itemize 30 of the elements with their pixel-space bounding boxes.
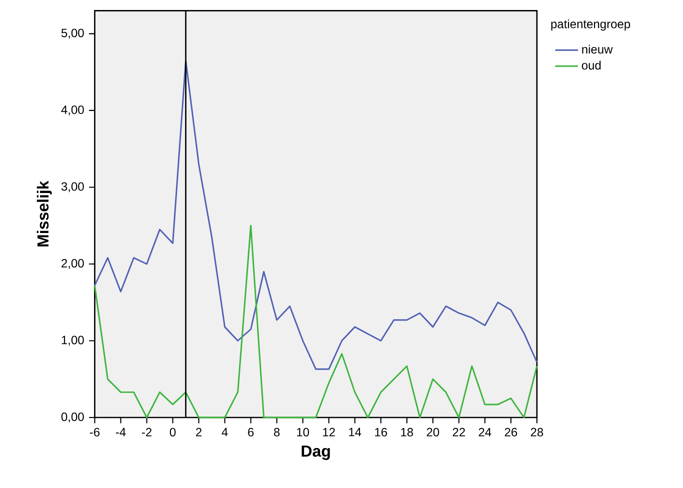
y-axis-title: Misselijk bbox=[36, 180, 52, 246]
x-tick-label: 2 bbox=[196, 428, 202, 436]
x-tick-label: 8 bbox=[274, 428, 280, 436]
x-tick-label: 12 bbox=[323, 428, 335, 436]
legend-label: oud bbox=[582, 60, 601, 70]
x-tick-label: 26 bbox=[504, 428, 518, 436]
x-tick-label: 28 bbox=[530, 428, 544, 436]
x-tick-label: 14 bbox=[349, 428, 362, 436]
x-tick-label: 18 bbox=[401, 428, 414, 436]
y-tick-label: 5,00 bbox=[61, 28, 84, 39]
x-tick-label: 0 bbox=[170, 428, 176, 436]
y-tick-label: 1,00 bbox=[62, 336, 84, 346]
x-tick-label: 6 bbox=[248, 428, 254, 436]
legend-label: nieuw bbox=[582, 44, 613, 54]
x-tick-label: 20 bbox=[426, 428, 440, 436]
x-axis-title: Dag bbox=[302, 445, 330, 460]
x-tick-label: 24 bbox=[478, 428, 492, 436]
x-tick-label: -6 bbox=[90, 428, 100, 436]
y-tick-label: 0,00 bbox=[61, 412, 84, 422]
legend-title: patientengroep bbox=[551, 19, 630, 31]
x-tick-label: 10 bbox=[297, 428, 310, 436]
y-tick-label: 4,00 bbox=[61, 105, 84, 116]
y-tick-label: 2,00 bbox=[62, 258, 84, 269]
x-tick-label: -2 bbox=[142, 428, 152, 436]
line-series bbox=[94, 60, 538, 370]
y-tick-label: 3,00 bbox=[61, 182, 84, 192]
x-tick-label: 4 bbox=[222, 428, 228, 436]
x-tick-label: -4 bbox=[116, 428, 126, 436]
x-tick-label: 16 bbox=[375, 428, 387, 436]
x-tick-label: 22 bbox=[452, 428, 465, 436]
